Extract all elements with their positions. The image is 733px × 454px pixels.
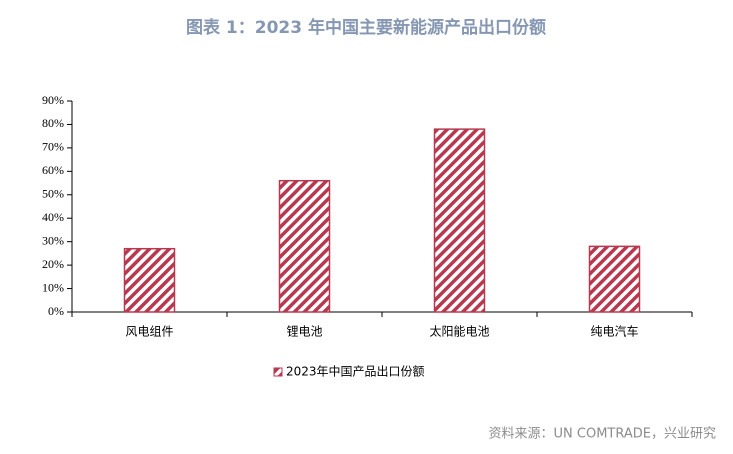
y-tick-label: 70% [42, 140, 64, 154]
x-tick-label: 风电组件 [125, 325, 173, 339]
bar [433, 128, 486, 313]
bar [278, 179, 331, 313]
bar [588, 245, 641, 313]
y-tick-label: 80% [42, 116, 64, 130]
x-tick-label: 锂电池 [286, 324, 322, 339]
y-tick-label: 20% [42, 257, 64, 271]
y-tick-label: 40% [42, 210, 64, 224]
x-tick-label: 太阳能电池 [429, 324, 489, 339]
legend-label: 2023年中国产品出口份额 [286, 364, 425, 379]
y-tick-label: 30% [42, 233, 64, 247]
y-tick-label: 10% [42, 280, 64, 294]
legend-swatch [273, 367, 283, 377]
bar [123, 247, 176, 313]
source-note: 资料来源：UN COMTRADE，兴业研究 [489, 427, 716, 442]
chart-title: 图表 1：2023 年中国主要新能源产品出口份额 [186, 17, 546, 38]
y-tick-label: 60% [42, 163, 64, 177]
y-tick-label: 90% [42, 93, 64, 107]
y-tick-label: 50% [42, 187, 64, 201]
y-tick-label: 0% [48, 304, 64, 318]
x-tick-label: 纯电汽车 [590, 324, 638, 339]
